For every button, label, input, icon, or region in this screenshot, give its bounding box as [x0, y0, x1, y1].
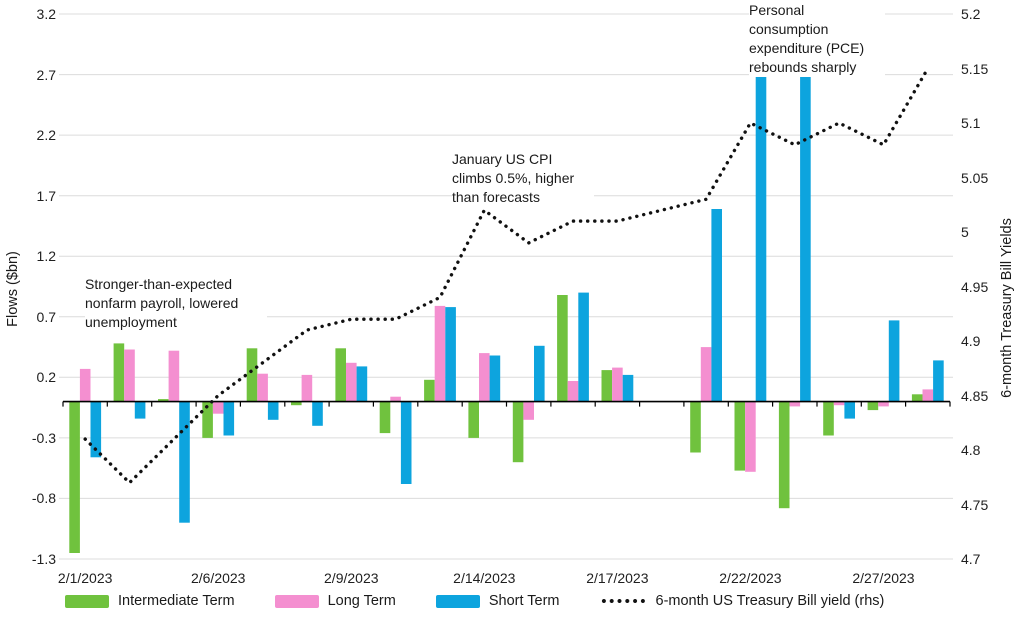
- bar-long-term-2/13/2023: [434, 305, 446, 402]
- bar-intermediate-term-2/23/2023: [778, 401, 790, 509]
- annotation-january-cpi: January US CPI climbs 0.5%, higher than …: [452, 150, 594, 207]
- bar-short-term-2/6/2023: [223, 401, 235, 436]
- bar-short-term-2/24/2023: [844, 401, 855, 419]
- legend-label-long-term: Long Term: [327, 593, 396, 609]
- bar-long-term-2/2/2023: [124, 349, 135, 402]
- bar-short-term-2/3/2023: [179, 401, 190, 523]
- bar-short-term-2/21/2023: [711, 209, 722, 402]
- bar-long-term-2/14/2023: [479, 353, 490, 402]
- bar-long-term-2/3/2023: [168, 350, 180, 402]
- legend-item-long-term: Long Term: [274, 593, 396, 609]
- bar-long-term-2/7/2023: [257, 373, 268, 402]
- bar-short-term-2/15/2023: [534, 345, 545, 402]
- bar-long-term-2/1/2023: [79, 368, 91, 402]
- bar-long-term-2/8/2023: [301, 374, 313, 402]
- bar-long-term-2/15/2023: [523, 401, 534, 420]
- bar-intermediate-term-2/8/2023: [291, 401, 302, 406]
- bar-long-term-2/24/2023: [833, 401, 845, 406]
- bar-long-term-2/6/2023: [212, 401, 224, 414]
- bar-intermediate-term-2/28/2023: [911, 394, 923, 402]
- bar-intermediate-term-2/13/2023: [424, 379, 435, 402]
- bar-short-term-2/16/2023: [578, 292, 589, 402]
- bar-short-term-2/7/2023: [267, 401, 279, 420]
- bar-short-term-2/14/2023: [489, 355, 501, 402]
- annotation-pce-rebound: Personal consumption expenditure (PCE) r…: [749, 1, 885, 77]
- bar-long-term-2/22/2023: [745, 401, 756, 472]
- bar-intermediate-term-2/14/2023: [468, 401, 479, 438]
- bar-intermediate-term-2/2/2023: [113, 343, 125, 402]
- bar-intermediate-term-2/16/2023: [557, 295, 568, 402]
- bar-long-term-2/10/2023: [390, 396, 401, 402]
- bar-intermediate-term-2/22/2023: [734, 401, 746, 471]
- bar-intermediate-term-2/6/2023: [202, 401, 213, 438]
- bar-intermediate-term-2/10/2023: [379, 401, 391, 434]
- legend-label-intermediate-term: Intermediate Term: [118, 593, 235, 609]
- bar-short-term-2/9/2023: [356, 366, 368, 402]
- bar-short-term-2/17/2023: [622, 374, 634, 402]
- bar-short-term-2/10/2023: [400, 401, 412, 484]
- legend-swatch-dotted-line: [599, 598, 647, 604]
- bar-intermediate-term-2/27/2023: [867, 401, 879, 411]
- bar-short-term-2/2/2023: [134, 401, 146, 419]
- legend-swatch-intermediate-term: [65, 594, 109, 608]
- bar-intermediate-term-2/21/2023: [690, 401, 701, 453]
- bar-intermediate-term-2/7/2023: [246, 348, 258, 402]
- legend-item-intermediate-term: Intermediate Term: [65, 593, 235, 609]
- legend-label-treasury-yield: 6-month US Treasury Bill yield (rhs): [655, 593, 885, 609]
- bar-short-term-2/28/2023: [933, 360, 944, 402]
- bar-intermediate-term-2/1/2023: [69, 401, 80, 553]
- bar-intermediate-term-2/24/2023: [823, 401, 834, 436]
- bar-short-term-2/8/2023: [312, 401, 323, 426]
- legend-swatch-long-term: [274, 594, 319, 608]
- bar-long-term-2/9/2023: [346, 362, 357, 402]
- bar-intermediate-term-2/9/2023: [335, 348, 346, 402]
- left-axis-title: Flows ($bn): [5, 251, 21, 327]
- bar-short-term-2/23/2023: [800, 66, 811, 402]
- legend: Intermediate Term Long Term Short Term 6…: [65, 593, 884, 609]
- bar-long-term-2/27/2023: [878, 401, 889, 407]
- legend-label-short-term: Short Term: [488, 593, 560, 609]
- legend-item-short-term: Short Term: [435, 593, 560, 609]
- bar-short-term-2/22/2023: [755, 75, 767, 402]
- bar-long-term-2/23/2023: [789, 401, 801, 407]
- treasury-yield-dotted-line: [83, 66, 930, 486]
- bar-short-term-2/27/2023: [888, 320, 900, 402]
- bar-long-term-2/16/2023: [567, 381, 579, 402]
- bar-short-term-2/1/2023: [90, 401, 102, 458]
- bar-intermediate-term-2/17/2023: [601, 370, 613, 402]
- bar-intermediate-term-2/15/2023: [512, 401, 524, 463]
- bar-long-term-2/21/2023: [700, 347, 712, 402]
- legend-swatch-short-term: [435, 594, 480, 608]
- right-axis-title: 6-month Treasury Bill Yields: [999, 218, 1015, 398]
- bar-long-term-2/28/2023: [922, 389, 934, 402]
- bar-intermediate-term-2/3/2023: [158, 399, 169, 402]
- annotation-nonfarm-payroll: Stronger-than-expected nonfarm payroll, …: [85, 275, 267, 332]
- bar-long-term-2/17/2023: [612, 367, 623, 402]
- bar-short-term-2/13/2023: [445, 307, 456, 402]
- legend-item-treasury-yield: 6-month US Treasury Bill yield (rhs): [599, 593, 885, 609]
